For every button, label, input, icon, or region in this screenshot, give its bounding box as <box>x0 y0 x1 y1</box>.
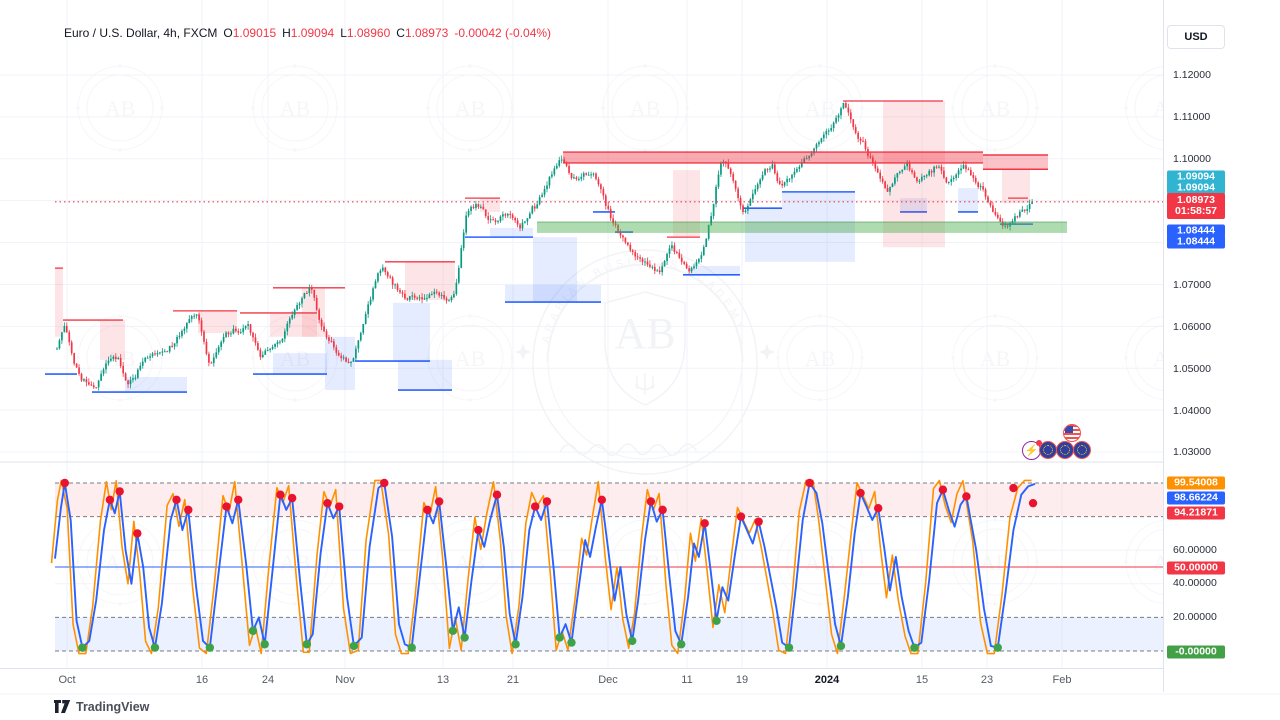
axis-price-label: 1.07000 <box>1173 279 1211 291</box>
ohlc-value: 1.09094 <box>290 26 335 40</box>
countdown-timer: 01:58:57 <box>1174 205 1218 217</box>
time-axis-label: Feb <box>1052 674 1072 686</box>
symbol-title[interactable]: Euro / U.S. Dollar, 4h, FXCM <box>64 26 218 40</box>
time-axis-label: Oct <box>58 674 76 686</box>
svg-text:AB: AB <box>980 346 1011 371</box>
svg-text:AB: AB <box>630 550 661 575</box>
time-axis-label: 2024 <box>814 674 840 686</box>
svg-text:AB: AB <box>805 346 836 371</box>
time-axis-label: 13 <box>436 674 450 686</box>
axis-price-chip: 50.00000 <box>1167 561 1225 575</box>
us-flag-icon[interactable] <box>1063 424 1081 442</box>
axis-price-label: 1.04000 <box>1173 405 1211 417</box>
time-axis-label: 23 <box>980 674 994 686</box>
svg-text:AB: AB <box>280 346 311 371</box>
axis-price-chip: 1.08973 01:58:57 <box>1167 193 1225 219</box>
axis-price-label: 60.00000 <box>1173 544 1217 556</box>
axis-price-label: 20.00000 <box>1173 611 1217 623</box>
currency-toggle-button[interactable]: USD <box>1167 25 1225 49</box>
time-axis-label: 11 <box>681 674 693 686</box>
ohlc-label: O <box>223 26 233 40</box>
axis-price-label: 1.12000 <box>1173 69 1211 81</box>
axis-price-chip: -0.00000 <box>1167 645 1225 659</box>
time-axis[interactable]: Oct 16 24 Nov 13 21 Dec 11 19 2024 15 23 Feb <box>0 668 1163 693</box>
eu-flag-icon[interactable] <box>1073 441 1091 459</box>
ohlc-label: L <box>340 26 347 40</box>
axis-price-label: 1.11000 <box>1173 111 1211 123</box>
axis-price-chip: 99.54008 <box>1167 476 1225 490</box>
ohlc-label: H <box>282 26 291 40</box>
eu-flag-icon[interactable] <box>1056 441 1074 459</box>
axis-price-label: 1.10000 <box>1173 153 1211 165</box>
axis-price-label: 1.06000 <box>1173 321 1211 333</box>
tradingview-logo-icon <box>54 700 71 713</box>
axis-price-label: 1.05000 <box>1173 363 1211 375</box>
axis-price-chip: 1.08444 <box>1167 224 1225 238</box>
axis-price-chip: 1.08444 <box>1167 235 1225 249</box>
ohlc-value: 1.08973 <box>404 26 449 40</box>
ohlc-value: 1.09015 <box>232 26 277 40</box>
axis-price-chip: 1.09094 <box>1167 170 1225 184</box>
time-axis-label: Dec <box>598 674 618 686</box>
tradingview-logo[interactable]: TradingView <box>54 699 149 714</box>
svg-text:AB: AB <box>614 309 675 358</box>
axis-price-chip: 98.66224 <box>1167 491 1225 505</box>
axis-price-label: 1.03000 <box>1173 446 1211 458</box>
axis-price-chip: 94.21871 <box>1167 506 1225 520</box>
time-axis-label: 24 <box>261 674 275 686</box>
time-axis-label: Nov <box>335 674 355 686</box>
time-axis-label: 19 <box>735 674 749 686</box>
price-axis[interactable]: 1.12000 1.11000 1.10000 1.07000 1.06000 1.050… <box>1163 0 1280 692</box>
ohlc-label: C <box>396 26 405 40</box>
symbol-legend[interactable]: Euro / U.S. Dollar, 4h, FXCM O1.09015 H1.0… <box>64 26 551 40</box>
ohlc-value: 1.08960 <box>346 26 391 40</box>
svg-text:AB: AB <box>805 550 836 575</box>
ohlc-values: O1.09015 H1.09094 L1.08960 C1.08973 <box>217 26 448 40</box>
time-axis-label: 21 <box>506 674 520 686</box>
change-value: -0.00042 (-0.04%) <box>454 26 552 40</box>
eu-flag-icon[interactable] <box>1039 441 1057 459</box>
axis-price-label: 40.00000 <box>1173 577 1217 589</box>
axis-price-chip: 1.09094 <box>1167 181 1225 195</box>
time-axis-label: 16 <box>195 674 209 686</box>
tradingview-logo-text: TradingView <box>76 699 150 714</box>
svg-text:AB: AB <box>455 346 486 371</box>
time-axis-label: 15 <box>915 674 929 686</box>
